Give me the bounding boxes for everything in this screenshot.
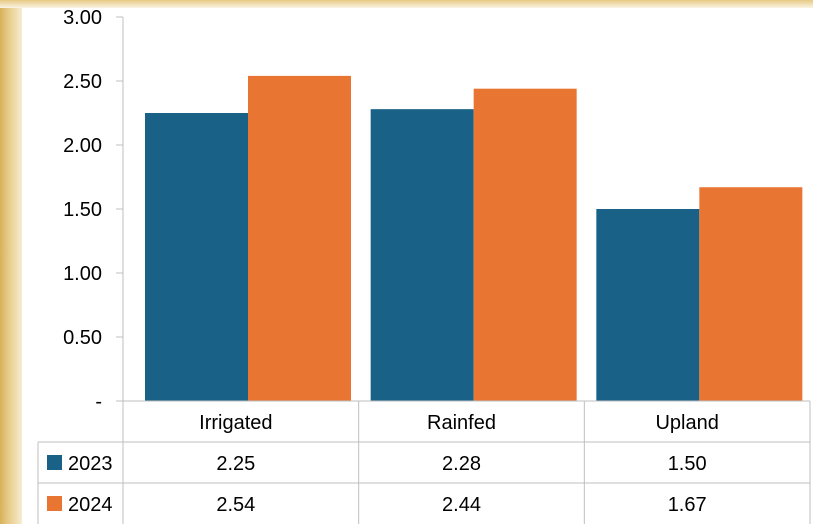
y-tick-label: 3.00 bbox=[63, 7, 102, 29]
legend-label-2024: 2024 bbox=[68, 494, 113, 516]
y-tick-label: 2.50 bbox=[63, 71, 102, 93]
table-cell-value: 1.67 bbox=[668, 494, 707, 516]
bar-2023-irrigated bbox=[145, 113, 248, 401]
table-cell-value: 2.54 bbox=[216, 494, 255, 516]
table-cell-value: 1.50 bbox=[668, 453, 707, 475]
bars bbox=[145, 75, 803, 402]
y-tick-label: 2.00 bbox=[63, 135, 102, 157]
bar-2023-rainfed bbox=[370, 109, 474, 401]
data-table: Irrigated Rainfed Upland 2023 2.25 2.28 1.50 20… bbox=[37, 400, 811, 524]
bar-2023-upland bbox=[596, 209, 700, 401]
table-cell-value: 2.28 bbox=[442, 453, 481, 475]
table-cell-value: 2.25 bbox=[216, 453, 255, 475]
y-axis: - 0.50 1.00 1.50 2.00 2.50 3.00 bbox=[63, 7, 124, 413]
category-label: Rainfed bbox=[427, 412, 496, 434]
table-cell-value: 2.44 bbox=[442, 494, 481, 516]
y-tick-label: 1.50 bbox=[63, 199, 102, 221]
legend-swatch-2024 bbox=[47, 496, 62, 511]
y-tick-label: 1.00 bbox=[63, 263, 102, 285]
bar-2024-upland bbox=[699, 187, 803, 401]
background-texture-top bbox=[0, 0, 813, 8]
bar-2024-rainfed bbox=[473, 88, 577, 402]
bar-2024-irrigated bbox=[248, 75, 351, 401]
legend-swatch-2023 bbox=[47, 455, 62, 470]
background-texture bbox=[0, 0, 22, 524]
legend-label-2023: 2023 bbox=[68, 453, 113, 475]
y-tick-label: 0.50 bbox=[63, 327, 102, 349]
category-label: Irrigated bbox=[199, 412, 272, 434]
y-tick-label: - bbox=[95, 391, 102, 413]
category-label: Upland bbox=[655, 412, 718, 434]
